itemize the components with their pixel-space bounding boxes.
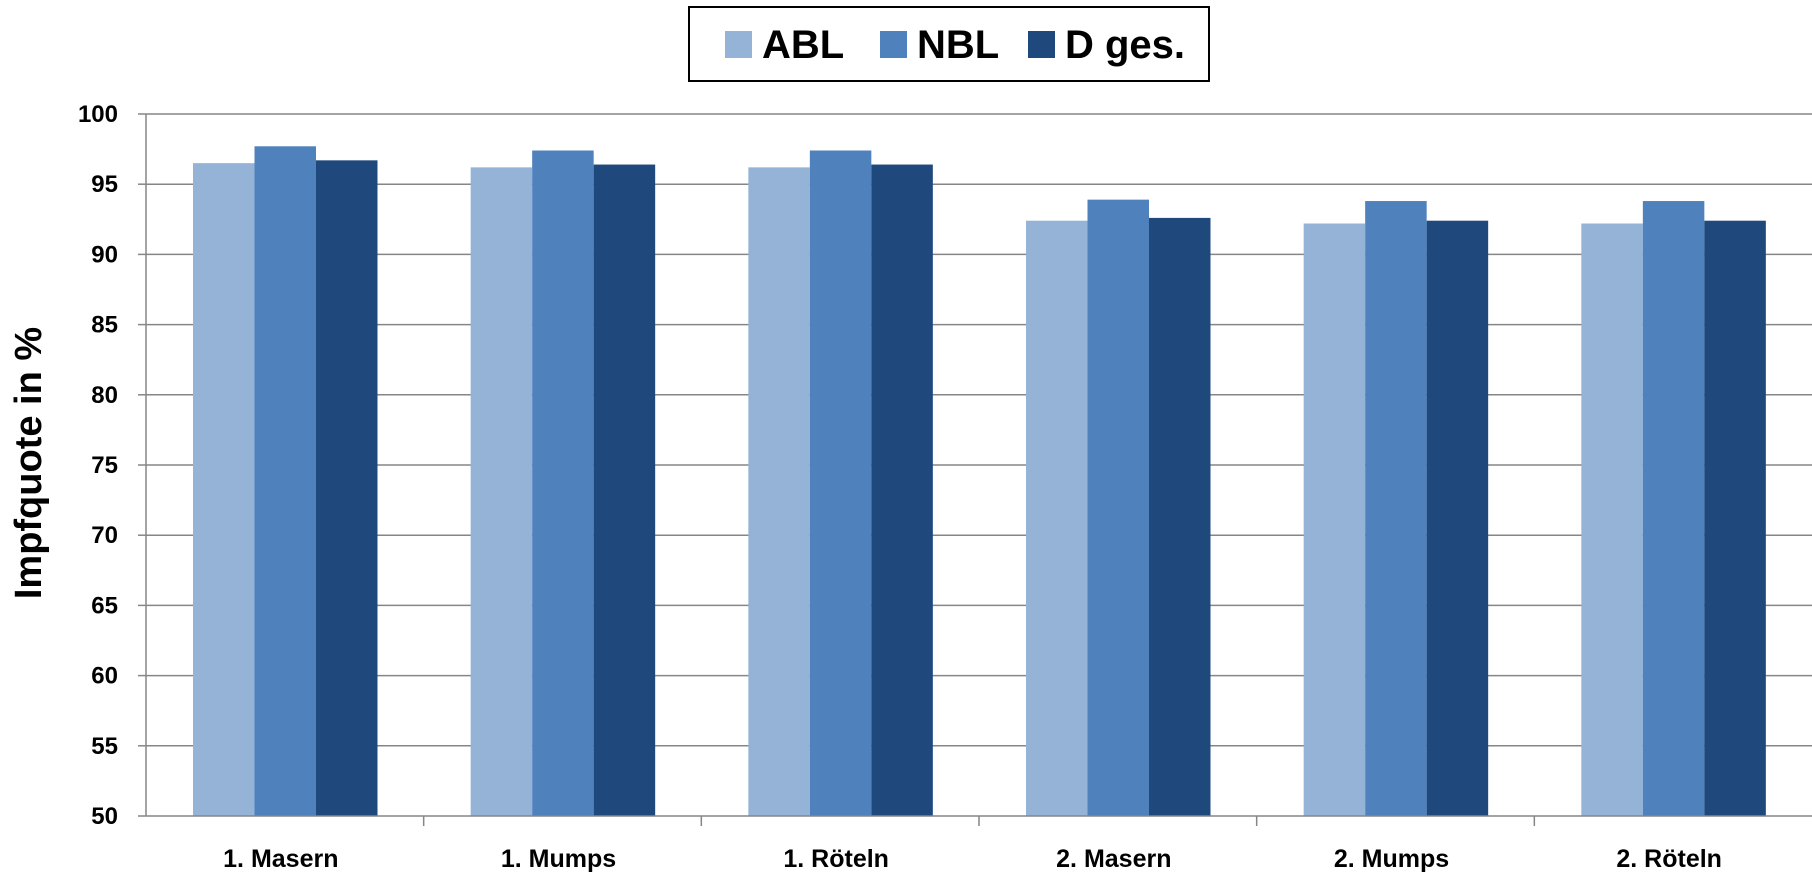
legend-label-2: D ges. <box>1065 23 1185 67</box>
bar-d-ges--1 <box>593 164 656 816</box>
bar-d-ges--0 <box>316 160 378 816</box>
bar-nbl-1 <box>532 150 594 816</box>
bar-abl-2 <box>748 167 810 817</box>
bar-nbl-2 <box>809 150 872 816</box>
y-tick-label-75: 75 <box>91 452 118 479</box>
x-tick-label-3: 2. Masern <box>1056 845 1171 872</box>
legend: ABL NBL D ges. <box>688 6 1210 82</box>
bar-abl-3 <box>1026 220 1088 817</box>
legend-swatch-0 <box>725 31 752 58</box>
bar-nbl-0 <box>254 146 316 817</box>
bar-nbl-5 <box>1642 201 1705 817</box>
bar-abl-4 <box>1303 223 1366 817</box>
bar-nbl-4 <box>1365 201 1427 817</box>
bar-abl-0 <box>193 163 255 816</box>
legend-label-0: ABL <box>762 23 844 67</box>
bar-d-ges--3 <box>1149 217 1211 816</box>
x-tick-labels: 1. Masern 1. Mumps 1. Röteln 2. Masern 2. Mu… <box>223 845 1722 872</box>
legend-box <box>688 6 1210 82</box>
y-tick-label-100: 100 <box>78 101 118 128</box>
bar-abl-1 <box>470 167 533 817</box>
y-tick-label-85: 85 <box>91 312 118 339</box>
bar-abl-5 <box>1581 223 1643 817</box>
bars <box>193 146 1766 817</box>
y-tick-label-70: 70 <box>91 522 118 549</box>
legend-label-1: NBL <box>917 23 999 67</box>
y-tick-label-50: 50 <box>91 803 118 830</box>
bar-d-ges--2 <box>871 164 933 816</box>
x-tick-label-4: 2. Mumps <box>1334 845 1449 872</box>
x-tick-label-5: 2. Röteln <box>1616 845 1722 872</box>
x-tick-label-2: 1. Röteln <box>783 845 889 872</box>
y-tick-labels: 50 55 60 65 70 75 80 85 90 95 100 <box>78 101 118 830</box>
legend-swatch-1 <box>880 31 907 58</box>
y-tick-label-95: 95 <box>91 171 118 198</box>
x-tick-label-0: 1. Masern <box>223 845 338 872</box>
gridlines <box>146 113 1812 747</box>
bar-d-ges--4 <box>1426 220 1489 817</box>
y-axis-title: Impfquote in % <box>8 327 50 599</box>
legend-swatch-2 <box>1028 31 1055 58</box>
y-tick-label-80: 80 <box>91 382 118 409</box>
bar-d-ges--5 <box>1704 220 1766 817</box>
axes <box>138 113 1812 826</box>
y-tick-label-55: 55 <box>91 733 118 760</box>
x-tick-label-1: 1. Mumps <box>501 845 616 872</box>
y-tick-label-90: 90 <box>91 241 118 268</box>
bar-nbl-3 <box>1087 199 1149 817</box>
y-tick-label-60: 60 <box>91 663 118 690</box>
y-tick-label-65: 65 <box>91 592 118 619</box>
